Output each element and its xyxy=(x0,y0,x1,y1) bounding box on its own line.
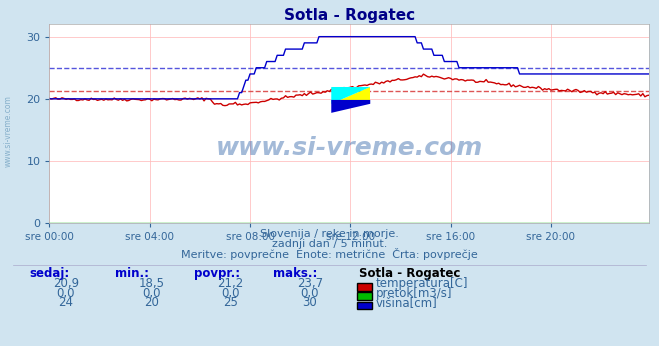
Text: 0,0: 0,0 xyxy=(57,286,75,300)
Text: min.:: min.: xyxy=(115,267,150,280)
Text: 21,2: 21,2 xyxy=(217,277,244,290)
Text: 24: 24 xyxy=(59,296,73,309)
Text: sedaj:: sedaj: xyxy=(30,267,70,280)
Text: Meritve: povprečne  Enote: metrične  Črta: povprečje: Meritve: povprečne Enote: metrične Črta:… xyxy=(181,248,478,260)
Text: povpr.:: povpr.: xyxy=(194,267,241,280)
Text: 20: 20 xyxy=(144,296,159,309)
Text: 18,5: 18,5 xyxy=(138,277,165,290)
Text: Sotla - Rogatec: Sotla - Rogatec xyxy=(359,267,461,280)
Text: maks.:: maks.: xyxy=(273,267,318,280)
Polygon shape xyxy=(331,87,370,104)
Text: 0,0: 0,0 xyxy=(142,286,161,300)
Text: temperatura[C]: temperatura[C] xyxy=(376,277,468,290)
Text: 30: 30 xyxy=(302,296,317,309)
Polygon shape xyxy=(331,87,370,104)
Text: 0,0: 0,0 xyxy=(221,286,240,300)
Polygon shape xyxy=(331,100,370,113)
Text: pretok[m3/s]: pretok[m3/s] xyxy=(376,286,452,300)
Text: zadnji dan / 5 minut.: zadnji dan / 5 minut. xyxy=(272,239,387,249)
Text: Slovenija / reke in morje.: Slovenija / reke in morje. xyxy=(260,229,399,239)
Text: www.si-vreme.com: www.si-vreme.com xyxy=(215,136,483,160)
Text: 23,7: 23,7 xyxy=(297,277,323,290)
Text: www.si-vreme.com: www.si-vreme.com xyxy=(3,95,13,167)
Text: višina[cm]: višina[cm] xyxy=(376,296,438,309)
Text: 20,9: 20,9 xyxy=(53,277,79,290)
Text: 0,0: 0,0 xyxy=(301,286,319,300)
Text: 25: 25 xyxy=(223,296,238,309)
Title: Sotla - Rogatec: Sotla - Rogatec xyxy=(284,8,415,23)
